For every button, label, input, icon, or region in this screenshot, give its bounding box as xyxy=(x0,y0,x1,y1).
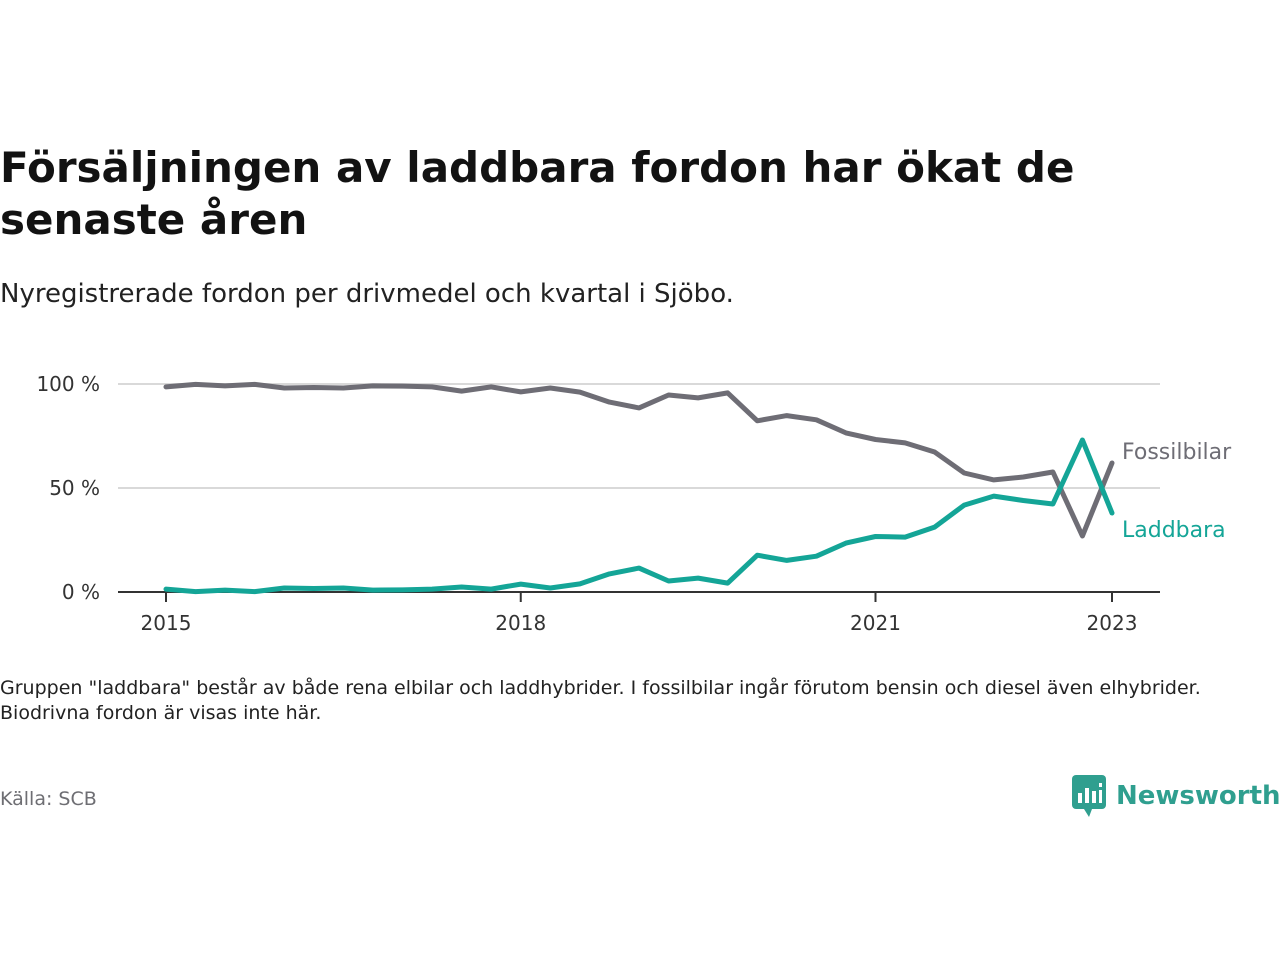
line-chart: 0 % 50 % 100 % 2015 2018 2021 2023 Fossilbila… xyxy=(36,372,1232,635)
x-axis-ticks: 2015 2018 2021 2023 xyxy=(141,592,1138,635)
footnote: Gruppen "laddbara" består av både rena e… xyxy=(0,677,1201,724)
newsworthy-logo-text: Newsworthy xyxy=(1116,781,1280,811)
x-tick-label: 2015 xyxy=(141,611,192,635)
newsworthy-logo-icon xyxy=(1072,775,1106,817)
series-lines xyxy=(163,381,1115,595)
series-labels: Fossilbilar Laddbara xyxy=(1122,440,1232,543)
y-tick-label: 0 % xyxy=(62,580,100,604)
chart-title: Försäljningen av laddbara fordon har öka… xyxy=(0,143,1075,244)
x-tick-label: 2021 xyxy=(850,611,901,635)
x-tick-label: 2023 xyxy=(1087,611,1138,635)
series-label-laddbara: Laddbara xyxy=(1122,518,1226,543)
newsworthy-logo: Newsworthy xyxy=(1072,774,1280,818)
series-line-fossilbilar xyxy=(163,381,1115,539)
y-axis-ticks: 0 % 50 % 100 % xyxy=(36,372,100,604)
series-line-laddbara xyxy=(163,437,1115,595)
y-tick-label: 100 % xyxy=(36,372,100,396)
source-text: Källa: SCB xyxy=(0,788,97,810)
x-tick-label: 2018 xyxy=(495,611,546,635)
series-label-fossilbilar: Fossilbilar xyxy=(1122,440,1232,465)
chart-subtitle: Nyregistrerade fordon per drivmedel och … xyxy=(0,279,734,309)
y-tick-label: 50 % xyxy=(49,476,100,500)
grid-lines xyxy=(118,383,1160,489)
